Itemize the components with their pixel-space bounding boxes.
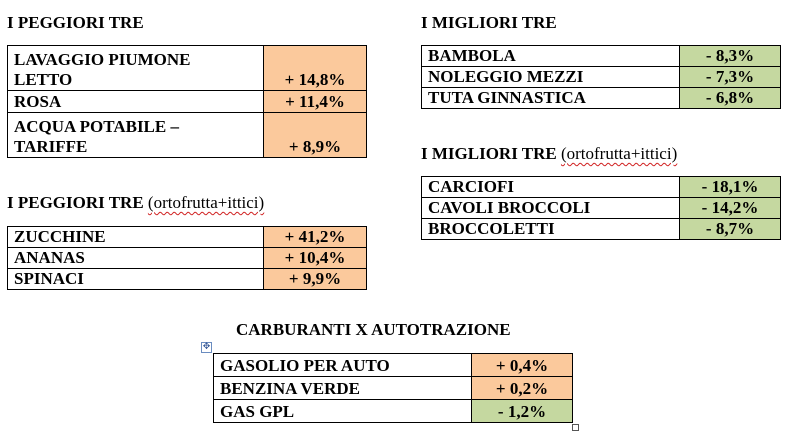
- fuel-title: CARBURANTI X AUTOTRAZIONE: [236, 320, 511, 339]
- best-title: I MIGLIORI TRE: [421, 13, 557, 32]
- worst-table: LAVAGGIO PIUMONE LETTO + 14,8% ROSA + 11…: [7, 45, 367, 158]
- best-produce-label-3: BROCCOLETTI: [421, 218, 680, 240]
- worst-label-2: ROSA: [7, 90, 264, 113]
- table-row: CAVOLI BROCCOLI - 14,2%: [421, 197, 781, 219]
- table-row: ROSA + 11,4%: [7, 90, 367, 113]
- table-row: TUTA GINNASTICA - 6,8%: [421, 87, 781, 109]
- fuel-label-1: GASOLIO PER AUTO: [213, 353, 472, 377]
- best-value-3: - 6,8%: [679, 87, 781, 109]
- best-value-1: - 8,3%: [679, 45, 781, 67]
- fuel-value-2: + 0,2%: [471, 376, 573, 400]
- best-produce-value-2: - 14,2%: [679, 197, 781, 219]
- best-produce-table: CARCIOFI - 18,1% CAVOLI BROCCOLI - 14,2%…: [421, 176, 781, 240]
- table-row: ZUCCHINE + 41,2%: [7, 226, 367, 248]
- table-row: ACQUA POTABILE – TARIFFE + 8,9%: [7, 112, 367, 158]
- worst-label-1-line-1: LAVAGGIO PIUMONE: [14, 50, 191, 69]
- best-label-2: NOLEGGIO MEZZI: [421, 66, 680, 88]
- worst-value-1: + 14,8%: [263, 45, 367, 91]
- table-row: NOLEGGIO MEZZI - 7,3%: [421, 66, 781, 88]
- move-anchor-icon[interactable]: ✥: [201, 342, 212, 353]
- table-row: GAS GPL - 1,2%: [213, 399, 573, 423]
- table-row: GASOLIO PER AUTO + 0,4%: [213, 353, 573, 377]
- worst-label-3-line-1: ACQUA POTABILE –: [14, 117, 179, 136]
- worst-produce-table: ZUCCHINE + 41,2% ANANAS + 10,4% SPINACI …: [7, 226, 367, 290]
- table-row: CARCIOFI - 18,1%: [421, 176, 781, 198]
- worst-label-1-line-2: LETTO: [14, 70, 73, 89]
- worst-produce-label-2: ANANAS: [7, 247, 264, 269]
- worst-value-2: + 11,4%: [263, 90, 367, 113]
- best-produce-title: I MIGLIORI TRE: [421, 144, 557, 163]
- best-produce-value-1: - 18,1%: [679, 176, 781, 198]
- table-row: LAVAGGIO PIUMONE LETTO + 14,8%: [7, 45, 367, 91]
- best-produce-subtitle: (ortofrutta+ittici): [560, 144, 678, 163]
- worst-value-3: + 8,9%: [263, 112, 367, 158]
- worst-label-1: LAVAGGIO PIUMONE LETTO: [7, 45, 264, 91]
- best-produce-label-2: CAVOLI BROCCOLI: [421, 197, 680, 219]
- fuel-table: GASOLIO PER AUTO + 0,4% BENZINA VERDE + …: [213, 353, 573, 423]
- worst-produce-subtitle: (ortofrutta+ittici): [147, 193, 265, 212]
- table-row: BENZINA VERDE + 0,2%: [213, 376, 573, 400]
- worst-produce-title: I PEGGIORI TRE: [7, 193, 144, 212]
- worst-label-3-line-2: TARIFFE: [14, 137, 88, 156]
- worst-produce-label-1: ZUCCHINE: [7, 226, 264, 248]
- worst-produce-value-3: + 9,9%: [263, 268, 367, 290]
- worst-title: I PEGGIORI TRE: [7, 13, 144, 32]
- worst-produce-heading: I PEGGIORI TRE (ortofrutta+ittici): [7, 193, 264, 213]
- best-produce-label-1: CARCIOFI: [421, 176, 680, 198]
- best-produce-heading: I MIGLIORI TRE (ortofrutta+ittici): [421, 144, 677, 164]
- fuel-label-2: BENZINA VERDE: [213, 376, 472, 400]
- fuel-value-1: + 0,4%: [471, 353, 573, 377]
- worst-produce-label-3: SPINACI: [7, 268, 264, 290]
- table-row: BROCCOLETTI - 8,7%: [421, 218, 781, 240]
- table-row: ANANAS + 10,4%: [7, 247, 367, 269]
- worst-produce-value-1: + 41,2%: [263, 226, 367, 248]
- best-label-3: TUTA GINNASTICA: [421, 87, 680, 109]
- worst-produce-value-2: + 10,4%: [263, 247, 367, 269]
- best-produce-value-3: - 8,7%: [679, 218, 781, 240]
- best-label-1: BAMBOLA: [421, 45, 680, 67]
- fuel-label-3: GAS GPL: [213, 399, 472, 423]
- best-table: BAMBOLA - 8,3% NOLEGGIO MEZZI - 7,3% TUT…: [421, 45, 781, 109]
- fuel-value-3: - 1,2%: [471, 399, 573, 423]
- table-row: BAMBOLA - 8,3%: [421, 45, 781, 67]
- worst-label-3: ACQUA POTABILE – TARIFFE: [7, 112, 264, 158]
- best-value-2: - 7,3%: [679, 66, 781, 88]
- table-row: SPINACI + 9,9%: [7, 268, 367, 290]
- resize-handle-icon[interactable]: [572, 424, 579, 431]
